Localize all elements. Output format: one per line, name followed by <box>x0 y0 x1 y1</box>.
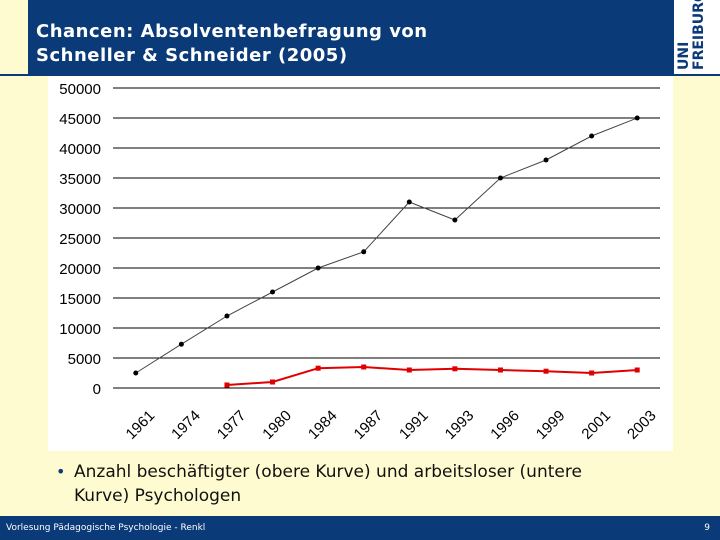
logo-line-2: FREIBURG <box>691 0 707 70</box>
x-tick-label: 2003 <box>624 407 660 443</box>
footer-lecture-title: Vorlesung Pädagogische Psychologie - Ren… <box>6 523 206 533</box>
unemployed-data-point <box>406 367 412 373</box>
y-tick-label: 25000 <box>59 231 101 248</box>
employed-data-point <box>497 175 503 181</box>
y-tick-label: 5000 <box>68 351 101 368</box>
slide-footer: Vorlesung Pädagogische Psychologie - Ren… <box>0 516 720 540</box>
y-tick-label: 40000 <box>59 141 101 158</box>
logo-line-1: UNI <box>676 41 692 70</box>
unemployed-data-point <box>634 367 640 373</box>
x-tick-label: 1974 <box>168 407 204 443</box>
bullet-icon: • <box>56 462 66 481</box>
unemployed-series-line <box>226 365 638 386</box>
employed-data-point <box>270 289 276 295</box>
page-number: 9 <box>704 523 710 533</box>
x-tick-label: 1987 <box>351 407 387 443</box>
employed-data-point <box>452 217 458 223</box>
bullet-text: Anzahl beschäftigter (obere Kurve) und a… <box>74 462 582 506</box>
university-logo: UNI FREIBURG <box>674 0 720 74</box>
line-chart: 0 5000 10000 15000 20000 25000 30000 35000 40000… <box>59 81 660 443</box>
title-line-1: Chancen: Absolventenbefragung von <box>36 21 428 42</box>
unemployed-data-point <box>452 366 458 372</box>
x-tick-label: 1993 <box>442 407 478 443</box>
employed-data-point <box>178 341 184 347</box>
x-tick-label: 2001 <box>578 407 614 443</box>
logo-text: UNI FREIBURG <box>676 0 707 70</box>
employed-data-point <box>406 199 412 205</box>
x-tick-label: 1977 <box>214 407 250 443</box>
y-tick-label: 50000 <box>59 81 101 98</box>
unemployed-data-point <box>589 370 595 376</box>
x-tick-label: 1996 <box>487 407 523 443</box>
employed-data-point <box>543 157 549 163</box>
employed-series-line <box>135 117 638 374</box>
y-tick-label: 20000 <box>59 261 101 278</box>
x-tick-label: 1961 <box>123 407 159 443</box>
employed-data-point <box>589 133 595 139</box>
unemployed-data-point <box>315 365 321 371</box>
employed-data-point <box>634 115 640 121</box>
x-tick-label: 1980 <box>259 407 295 443</box>
y-tick-label: 45000 <box>59 111 101 128</box>
y-tick-label: 35000 <box>59 171 101 188</box>
y-tick-label: 30000 <box>59 201 101 218</box>
y-tick-label: 10000 <box>59 321 101 338</box>
x-tick-label: 1999 <box>533 407 569 443</box>
chart-panel: 0 5000 10000 15000 20000 25000 30000 35000 40000… <box>48 76 673 451</box>
unemployed-data-point <box>224 382 230 388</box>
x-tick-label: 1984 <box>305 407 341 443</box>
unemployed-data-point <box>543 368 549 374</box>
employed-data-point <box>133 370 139 376</box>
slide-header: Chancen: Absolventenbefragung von Schnel… <box>0 0 720 78</box>
employed-data-point <box>315 265 321 271</box>
employed-data-point <box>361 249 367 255</box>
y-tick-label: 0 <box>93 381 101 398</box>
employed-data-point <box>224 313 230 319</box>
header-bar <box>28 0 674 74</box>
y-tick-label: 15000 <box>59 291 101 308</box>
x-tick-label: 1991 <box>396 407 432 443</box>
unemployed-data-point <box>497 367 503 373</box>
unemployed-data-point <box>361 364 367 370</box>
unemployed-data-point <box>270 379 276 385</box>
slide-title: Chancen: Absolventenbefragung von Schnel… <box>36 20 596 68</box>
header-divider <box>0 74 720 76</box>
title-line-2: Schneller & Schneider (2005) <box>36 45 348 66</box>
